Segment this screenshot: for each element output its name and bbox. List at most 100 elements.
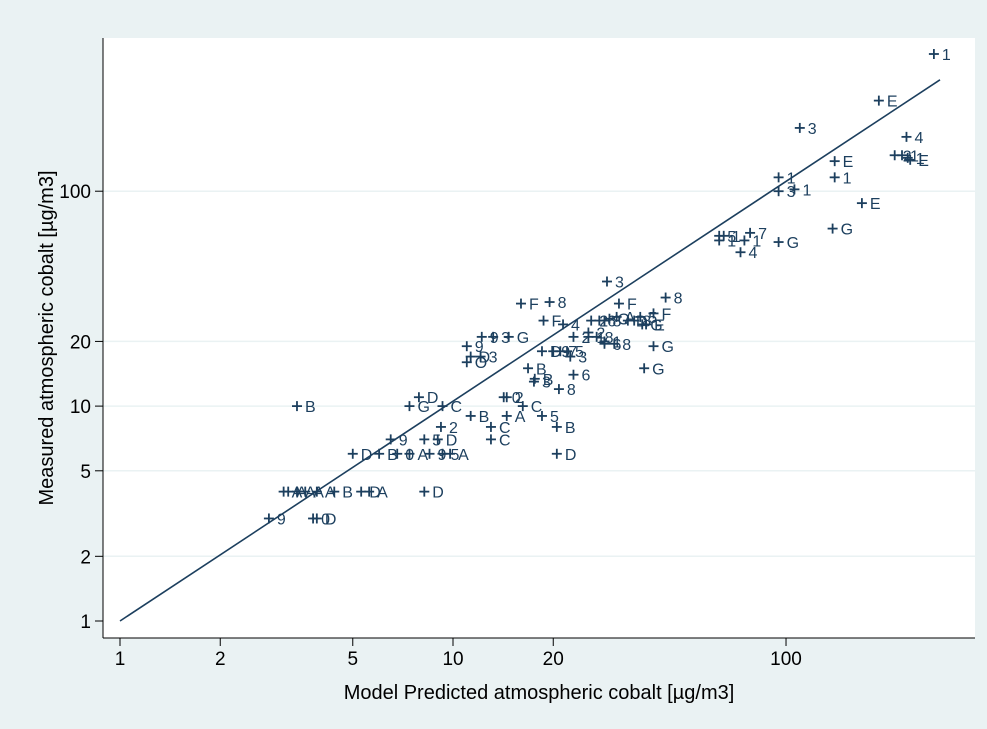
- point-label: A: [417, 447, 428, 464]
- data-point: 1: [718, 229, 741, 246]
- data-point: E: [905, 153, 929, 170]
- data-point: D: [432, 432, 458, 449]
- data-point: F: [515, 297, 539, 314]
- data-point: E: [873, 94, 898, 111]
- y-axis-title: Measured atmospheric cobalt [µg/m3]: [36, 170, 58, 505]
- point-label: A: [296, 485, 307, 502]
- point-label: 8: [674, 291, 683, 308]
- data-point: 9: [476, 330, 499, 347]
- data-point: 9: [385, 432, 408, 449]
- axes: [102, 38, 975, 639]
- data-point: 3: [565, 350, 587, 367]
- point-label: 3: [578, 350, 587, 367]
- point-label: B: [565, 420, 576, 437]
- point-label: A: [325, 485, 336, 502]
- point-label: 3: [808, 121, 817, 138]
- data-point: O: [461, 355, 487, 372]
- point-label: 2: [596, 326, 605, 343]
- data-point: 4: [558, 317, 580, 334]
- data-point: G: [639, 361, 665, 378]
- point-label: 6: [581, 368, 590, 385]
- point-label: 3: [787, 184, 796, 201]
- reference-line: [119, 79, 941, 622]
- data-point: 1: [739, 233, 761, 250]
- point-label: 3: [615, 275, 624, 292]
- data-point: 9: [263, 511, 286, 528]
- data-point: 2: [568, 330, 590, 347]
- data-point: G: [503, 330, 529, 347]
- data-point: 1: [928, 47, 951, 64]
- point-label: 8: [605, 330, 614, 347]
- x-tick-label: 1: [115, 649, 126, 670]
- point-label: 1: [727, 233, 736, 250]
- point-label: A: [458, 447, 469, 464]
- point-label: A: [305, 485, 316, 502]
- data-point: B: [551, 420, 576, 437]
- data-point: C: [517, 399, 543, 416]
- data-point: E: [641, 317, 665, 334]
- x-ticks: 1 2 5 10 20 100: [115, 638, 802, 670]
- point-label: G: [661, 339, 673, 356]
- point-label: 8: [622, 337, 631, 354]
- point-label: 1: [942, 47, 951, 64]
- data-point: 7: [745, 226, 767, 243]
- point-label: 3: [489, 350, 498, 367]
- data-point: D: [551, 447, 577, 464]
- data-point: 3: [601, 275, 624, 292]
- point-label: 2: [449, 420, 458, 437]
- data-point: 8: [599, 314, 621, 331]
- data-point: 8: [609, 337, 631, 354]
- data-point: 1: [789, 182, 811, 199]
- point-label: C: [531, 399, 543, 416]
- point-label: D: [446, 432, 458, 449]
- point-label: E: [870, 196, 881, 213]
- data-point: A: [311, 485, 336, 502]
- point-label: 3: [501, 330, 510, 347]
- point-label: E: [887, 94, 898, 111]
- point-label: D: [325, 511, 337, 528]
- point-label: 5: [550, 409, 559, 426]
- point-label: 9: [399, 432, 408, 449]
- point-label: 1: [843, 170, 852, 187]
- data-point: A: [611, 310, 636, 327]
- point-label: G: [650, 317, 662, 334]
- point-label: D: [550, 344, 562, 361]
- data-point: 5: [419, 432, 441, 449]
- point-label: 5: [432, 432, 441, 449]
- data-point: 8: [553, 382, 576, 399]
- point-label: 4: [571, 317, 580, 334]
- point-label: B: [387, 447, 398, 464]
- data-point: A: [404, 447, 428, 464]
- data-point: 9: [461, 339, 484, 356]
- point-label: D: [565, 447, 577, 464]
- point-label: A: [625, 310, 636, 327]
- data-point: B: [291, 399, 316, 416]
- y-tick-label: 10: [70, 397, 91, 418]
- data-point: B: [529, 372, 553, 389]
- x-tick-label: 2: [215, 649, 226, 670]
- point-label: 7: [568, 344, 577, 361]
- data-point: 3: [794, 121, 817, 138]
- y-tick-label: 100: [59, 182, 91, 203]
- point-label: G: [652, 361, 664, 378]
- y-ticks: 1 2 5 10 20 100: [59, 182, 103, 633]
- point-label: F: [529, 297, 539, 314]
- data-point: 1: [829, 170, 852, 187]
- data-point: 5: [536, 409, 559, 426]
- point-label: D: [427, 390, 439, 407]
- data-point: F: [648, 306, 671, 323]
- point-label: 8: [612, 314, 621, 331]
- point-label: D: [369, 485, 381, 502]
- data-point: C: [485, 432, 511, 449]
- point-label: C: [499, 420, 511, 437]
- y-tick-label: 2: [80, 547, 91, 568]
- point-label: 1: [752, 233, 761, 250]
- data-point: C: [437, 399, 462, 416]
- point-label: 1: [787, 170, 796, 187]
- point-label: B: [342, 485, 353, 502]
- point-label: A: [377, 485, 388, 502]
- point-label: 9: [475, 339, 484, 356]
- data-point: D: [419, 485, 444, 502]
- point-label: 8: [558, 295, 567, 312]
- data-point: A: [364, 485, 388, 502]
